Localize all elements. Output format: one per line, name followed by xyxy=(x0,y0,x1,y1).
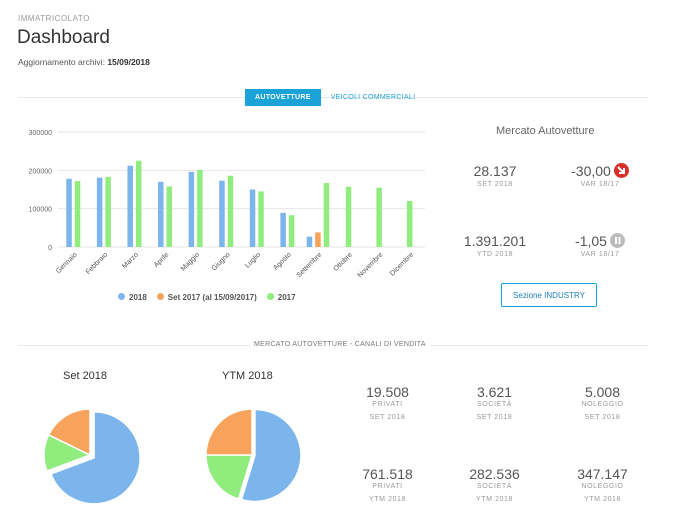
bar-set-2017-al-15-09-2017- xyxy=(315,232,321,247)
kpi-noleggio-set: 5.008 NOLEGGIO SET 2018 xyxy=(581,384,624,421)
bar-2018 xyxy=(127,165,133,247)
x-tick-label: Giugno xyxy=(211,251,232,272)
bar-2018 xyxy=(158,181,164,247)
pie-title-set-2018: Set 2018 xyxy=(63,370,108,382)
y-tick-label: 0 xyxy=(48,245,52,252)
kpi-noleggio-ytm: 347.147 NOLEGGIO YTM 2018 xyxy=(577,466,628,503)
bar-2017 xyxy=(227,175,234,247)
bar-2018 xyxy=(280,212,286,247)
section-title: MERCATO AUTOVETTURE - CANALI DI VENDITA xyxy=(250,341,430,348)
bar-2018 xyxy=(249,189,256,247)
x-tick-label: Aprile xyxy=(153,251,171,269)
bar-2018 xyxy=(219,180,225,247)
y-tick-label: 100000 xyxy=(29,207,52,214)
tab-veicoli-commerciali[interactable]: VEICOLI COMMERCIALI xyxy=(330,94,416,101)
x-tick-label: Luglio xyxy=(244,251,262,269)
bar-2017 xyxy=(345,186,352,247)
x-tick-label: Maggio xyxy=(180,251,201,272)
legend-item-2018[interactable]: 2018 xyxy=(118,293,147,302)
bar-2017 xyxy=(258,191,264,247)
bar-2018 xyxy=(188,171,195,247)
bar-2017 xyxy=(288,215,295,247)
legend-item-2017[interactable]: 2017 xyxy=(266,293,296,302)
chart-legend: 2018 Set 2017 (al 15/09/2017) 2017 xyxy=(118,293,296,302)
tab-autovetture[interactable]: AUTOVETTURE xyxy=(245,89,321,106)
y-tick-label: 300000 xyxy=(29,130,52,137)
x-tick-label: Agosto xyxy=(272,251,292,271)
x-tick-label: Gennaio xyxy=(55,251,79,275)
bar-2017 xyxy=(406,201,413,247)
monthly-registrations-chart: 0 100000 200000 300000 Gennaio Febbraio Marzo A… xyxy=(29,130,425,279)
x-tick-label: Settembre xyxy=(296,251,324,279)
page-title: Dashboard xyxy=(17,27,110,48)
stat-ytd-2018: 1.391.201 YTD 2018 xyxy=(463,233,527,258)
market-title: Mercato Autovetture xyxy=(496,125,595,137)
kpi-privati-set: 19.508 PRIVATI SET 2018 xyxy=(366,384,409,421)
pause-icon xyxy=(609,233,625,248)
y-tick-label: 200000 xyxy=(29,168,52,175)
x-tick-label: Febbraio xyxy=(85,251,110,276)
x-tick-label: Dicembre xyxy=(389,251,415,277)
bar-2017 xyxy=(74,181,81,247)
pie-slice-privati xyxy=(50,411,141,505)
divider xyxy=(18,97,648,98)
down-arrow-icon xyxy=(613,163,629,178)
stat-var-set: -30,00 VAR 18/17 xyxy=(545,163,655,188)
bar-2017 xyxy=(166,186,173,247)
legend-item-set-2017[interactable]: Set 2017 (al 15/09/2017) xyxy=(156,293,257,302)
bar-2018 xyxy=(66,178,72,247)
kpi-privati-ytm: 761.518 PRIVATI YTM 2018 xyxy=(362,466,413,503)
bar-2017 xyxy=(135,160,142,247)
pie-slice-noleggio xyxy=(47,408,91,457)
update-label: Aggiornamento archivi: xyxy=(18,57,105,67)
pie-title-ytm-2018: YTM 2018 xyxy=(222,370,273,382)
pie-chart-ytm-2018 xyxy=(205,408,302,503)
vehicle-tabs: AUTOVETTURE VEICOLI COMMERCIALI xyxy=(245,89,425,106)
bar-2017 xyxy=(323,182,330,247)
stat-set-2018: 28.137 SET 2018 xyxy=(473,163,517,188)
x-tick-label: Novembre xyxy=(357,251,385,279)
kpi-societa-set: 3.621 SOCIETÀ SET 2018 xyxy=(476,384,513,421)
kpi-societa-ytm: 282.536 SOCIETÀ YTM 2018 xyxy=(469,466,520,503)
pie-chart-set-2018 xyxy=(43,408,141,505)
x-tick-label: Ottobre xyxy=(332,251,354,273)
pie-slice-societ- xyxy=(205,454,254,500)
bar-2017 xyxy=(105,176,111,247)
page-overline: IMMATRICOLATO xyxy=(18,14,90,23)
update-info: Aggiornamento archivi: 15/09/2018 xyxy=(18,57,150,67)
x-tick-label: Marzo xyxy=(121,251,140,270)
pie-slice-privati xyxy=(240,408,302,503)
pie-slice-noleggio xyxy=(205,408,253,456)
bar-2018 xyxy=(306,236,313,247)
bar-2017 xyxy=(376,187,382,247)
update-date: 15/09/2018 xyxy=(107,57,150,67)
bar-2018 xyxy=(96,177,103,247)
bar-2017 xyxy=(197,169,203,247)
industry-section-button[interactable]: Sezione INDUSTRY xyxy=(501,283,597,307)
stat-var-ytd: -1,05 VAR 18/17 xyxy=(545,233,655,258)
